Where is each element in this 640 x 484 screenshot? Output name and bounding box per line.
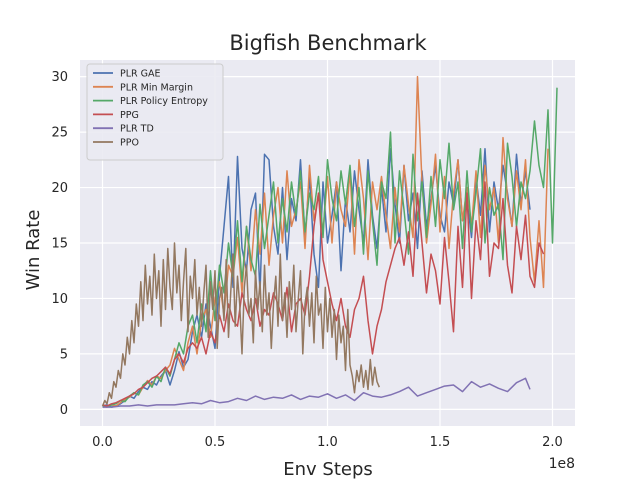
x-axis-offset-label: 1e8 bbox=[549, 456, 575, 472]
x-axis-ticks: 0.0 0.5 1.0 1.5 2.0 bbox=[92, 435, 563, 450]
legend-label: PLR Min Margin bbox=[120, 82, 193, 93]
y-tick-label: 0 bbox=[60, 403, 68, 418]
x-tick-label: 1.5 bbox=[430, 435, 451, 450]
y-tick-label: 25 bbox=[51, 126, 68, 141]
y-tick-label: 5 bbox=[60, 347, 68, 362]
legend-label: PLR TD bbox=[120, 124, 154, 135]
y-tick-label: 15 bbox=[51, 237, 68, 252]
x-tick-label: 0.5 bbox=[205, 435, 226, 450]
legend-label: PLR Policy Entropy bbox=[120, 96, 208, 107]
x-tick-label: 0.0 bbox=[92, 435, 113, 450]
legend-box bbox=[86, 63, 224, 161]
legend: PLR GAE PLR Min Margin PLR Policy Entropy P… bbox=[86, 63, 224, 161]
x-tick-label: 2.0 bbox=[542, 435, 563, 450]
y-tick-label: 30 bbox=[51, 70, 68, 85]
series-lines bbox=[101, 75, 558, 408]
chart-title: Bigfish Benchmark bbox=[229, 31, 427, 55]
legend-label: PLR GAE bbox=[120, 69, 161, 80]
y-tick-label: 20 bbox=[51, 181, 68, 196]
y-axis-ticks: 0 5 10 15 20 25 30 bbox=[51, 70, 68, 418]
x-axis-label: Env Steps bbox=[283, 459, 373, 480]
legend-label: PPG bbox=[120, 110, 139, 121]
legend-label: PPO bbox=[120, 138, 139, 149]
series-line-ppg bbox=[102, 181, 545, 407]
y-tick-label: 10 bbox=[51, 292, 68, 307]
series-line-plr-td bbox=[102, 377, 531, 408]
y-axis-label: Win Rate bbox=[23, 210, 44, 291]
x-tick-label: 1.0 bbox=[317, 435, 338, 450]
series-line-ppo bbox=[101, 242, 380, 407]
series-line-plr-policy-entropy bbox=[102, 87, 558, 408]
